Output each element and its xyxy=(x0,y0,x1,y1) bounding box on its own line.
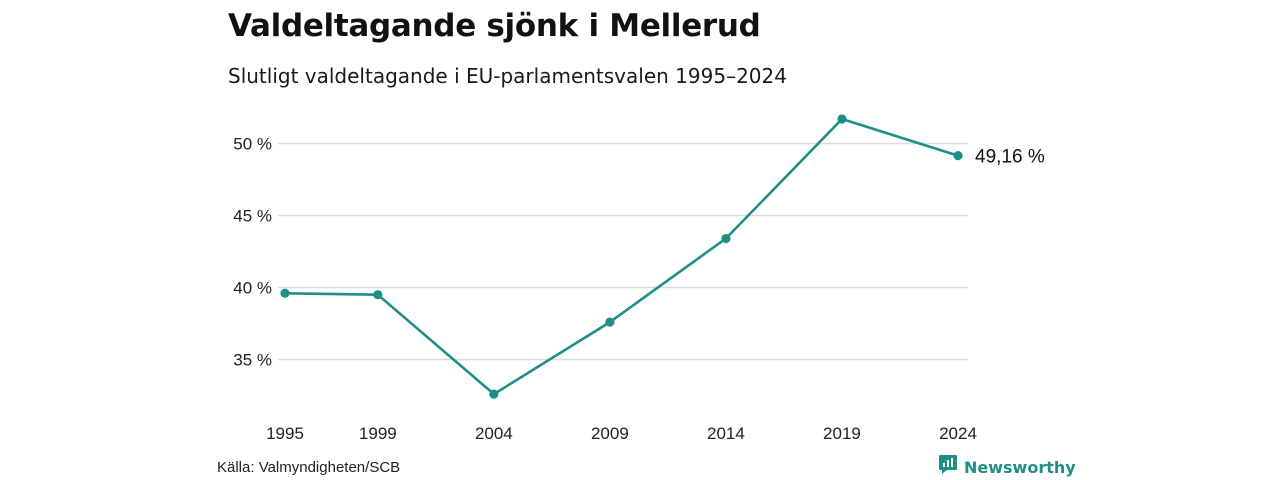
newsworthy-logo-icon xyxy=(938,454,958,480)
data-point xyxy=(837,114,847,124)
x-tick-label: 1999 xyxy=(359,424,397,443)
y-tick-label: 40 % xyxy=(233,279,272,298)
data-point xyxy=(605,317,615,327)
y-tick-label: 50 % xyxy=(233,135,272,154)
x-tick-label: 2019 xyxy=(823,424,861,443)
data-point xyxy=(280,288,290,298)
data-point xyxy=(953,150,963,161)
chart-subtitle: Slutligt valdeltagande i EU-parlamentsva… xyxy=(228,64,787,88)
x-axis: 1995 1999 2004 2009 2014 2019 2024 xyxy=(266,424,977,443)
gridlines xyxy=(278,142,968,361)
data-point xyxy=(373,290,383,300)
x-tick-label: 2014 xyxy=(707,424,745,443)
y-tick-label: 45 % xyxy=(233,207,272,226)
chart-title: Valdeltagande sjönk i Mellerud xyxy=(228,8,761,44)
data-point xyxy=(489,389,499,399)
source-note: Källa: Valmyndigheten/SCB xyxy=(217,459,401,476)
x-tick-label: 2009 xyxy=(591,424,629,443)
brand-logo[interactable]: Newsworthy xyxy=(938,454,1076,480)
data-labels: 49,16 % xyxy=(975,147,1045,168)
x-tick-label: 2024 xyxy=(939,424,977,443)
y-axis: 35 % 40 % 45 % 50 % xyxy=(233,135,272,370)
y-tick-label: 35 % xyxy=(233,351,272,370)
data-point xyxy=(721,233,731,244)
series-line xyxy=(283,117,960,396)
end-value-label: 49,16 % xyxy=(975,147,1045,168)
brand-name: Newsworthy xyxy=(964,457,1076,477)
x-tick-label: 1995 xyxy=(266,424,304,443)
x-tick-label: 2004 xyxy=(475,424,513,443)
series-turnout xyxy=(280,114,963,399)
